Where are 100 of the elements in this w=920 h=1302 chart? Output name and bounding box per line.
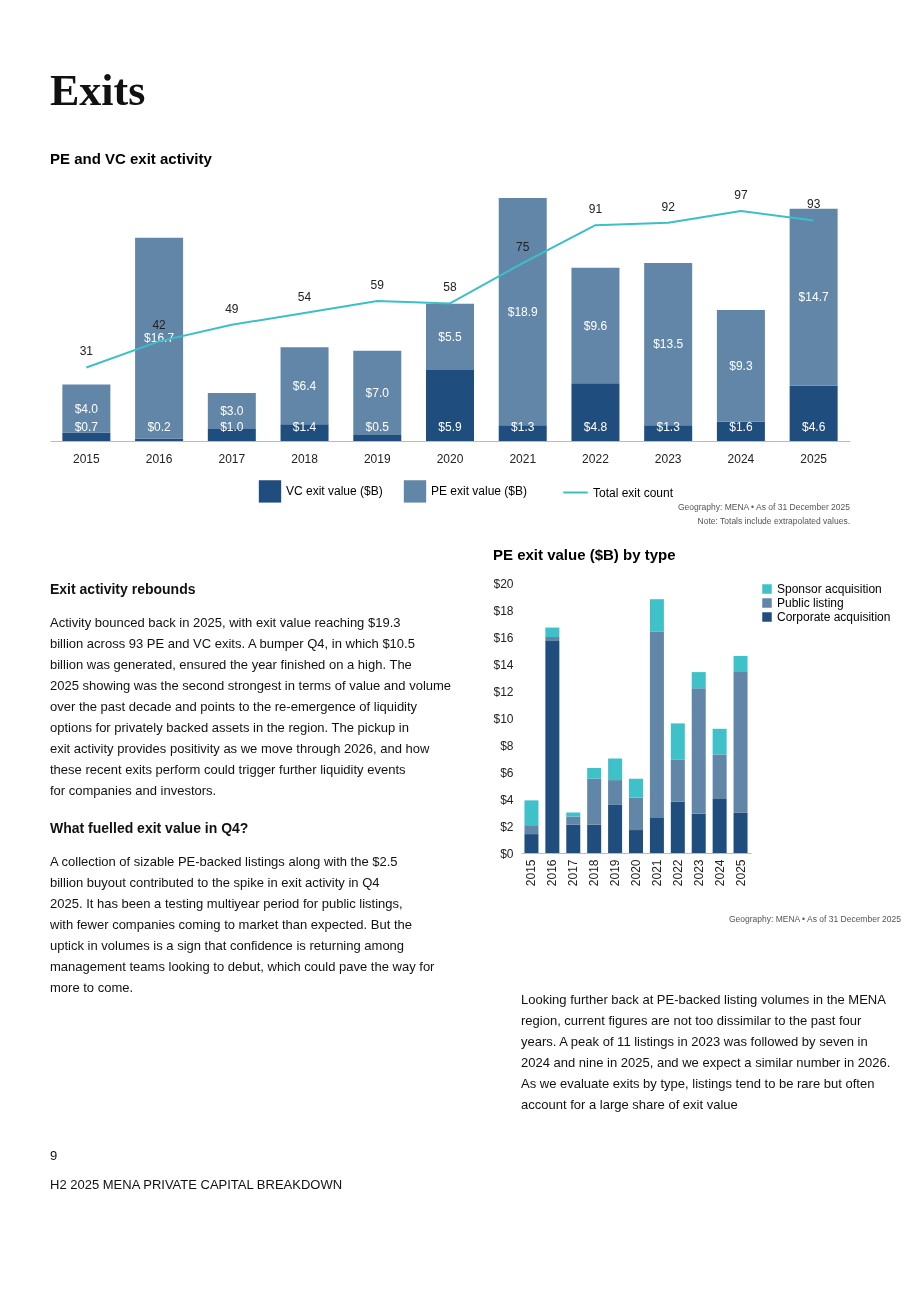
y-tick-label: $20 <box>493 576 514 591</box>
bar <box>691 672 706 689</box>
text: Note: Totals include extrapolated values. <box>697 516 850 526</box>
data-label: $0.5 <box>365 420 390 434</box>
bar <box>571 267 620 384</box>
bar <box>712 728 727 755</box>
text: Exits <box>50 66 146 115</box>
data-label: 92 <box>661 199 676 214</box>
x-tick-label: 2016 <box>545 859 560 887</box>
x-tick-label: 2022 <box>582 451 610 466</box>
data-label: $5.5 <box>438 329 462 344</box>
y-tick-label: $4 <box>500 792 514 807</box>
x-tick-label: 2024 <box>712 859 727 887</box>
data-label: $4.6 <box>801 420 826 434</box>
bar <box>566 812 581 817</box>
bar <box>62 384 111 433</box>
bar <box>649 631 664 818</box>
text: Geography: MENA • As of 31 December 2025 <box>728 914 902 924</box>
x-tick-label: 2025 <box>800 451 828 466</box>
data-label: 58 <box>443 280 457 295</box>
bar <box>733 655 748 673</box>
data-label: $1.4 <box>292 420 317 434</box>
data-label: $9.6 <box>583 318 608 333</box>
bar <box>135 237 184 439</box>
bar <box>629 797 643 831</box>
y-tick-label: $0 <box>500 846 514 861</box>
x-tick-label: 2015 <box>524 859 539 887</box>
data-label: 97 <box>734 187 748 202</box>
bar <box>353 350 402 435</box>
bar <box>587 767 602 779</box>
bar <box>649 817 664 853</box>
y-tick-label: $18 <box>493 603 514 618</box>
x-tick-label: 2021 <box>509 451 537 466</box>
chart-title: PE and VC exit activity <box>50 150 213 167</box>
text: H2 2025 MENA PRIVATE CAPITAL BREAKDOWN <box>50 1177 343 1192</box>
bar <box>566 824 581 853</box>
data-label: $0.7 <box>74 420 99 434</box>
text: Activity bounced back in 2025, with exit value reaching $19.3 billion across 93 PE and VC exits. A bumper Q4, in which $10.5 billion was generated, ensured the year finished on a high. The 2025 showing was the second strongest in terms of value and volume over the past decade and points to the re-emergence of liquidity options for privately backed assets in the region. The pickup in exit activity provides positivity as we move through 2026, and how these recent exits perform could trigger further liquidity events for companies and investors. <box>50 615 452 798</box>
text: Geography: MENA • As of 31 December 2025 <box>677 502 851 512</box>
bar <box>545 641 560 853</box>
bar <box>649 599 664 632</box>
data-label: $4.0 <box>74 401 99 416</box>
data-label: $3.0 <box>220 403 244 418</box>
x-tick-label: 2018 <box>587 859 602 887</box>
bar <box>353 434 402 441</box>
bar <box>545 637 560 642</box>
y-tick-label: $2 <box>500 819 514 834</box>
x-tick-label: 2022 <box>670 859 685 887</box>
x-tick-label: 2017 <box>218 451 246 466</box>
bar <box>426 370 474 441</box>
text: Looking further back at PE-backed listing volumes in the MENA region, current figures are not too dissimilar to the past four years. A peak of 11 listings in 2023 was followed by seven in 2024 and nine in 2025, and we expect a similar number in 2026. As we evaluate exits by type, listings tend to be rare but often account for a large share of exit value <box>521 992 891 1112</box>
bar <box>62 432 111 441</box>
bar <box>712 754 727 799</box>
data-label: $13.5 <box>653 337 684 352</box>
data-label: 93 <box>806 197 821 212</box>
legend-label: Sponsor acquisition <box>777 582 882 596</box>
x-tick-label: 2023 <box>691 859 706 887</box>
data-label: $14.7 <box>798 290 829 305</box>
x-tick-label: 2016 <box>145 451 173 466</box>
bar <box>629 778 643 798</box>
bar <box>566 816 581 825</box>
data-label: 75 <box>516 240 530 255</box>
bar <box>587 824 602 853</box>
bar <box>571 383 620 441</box>
bar <box>426 303 474 371</box>
bar <box>629 830 643 853</box>
y-tick-label: $8 <box>500 738 514 753</box>
legend-label: Total exit count <box>593 485 674 500</box>
bar <box>712 799 727 853</box>
legend-label: VC exit value ($B) <box>286 484 383 499</box>
y-tick-label: $14 <box>493 657 514 672</box>
bar <box>608 758 623 781</box>
x-tick-label: 2020 <box>436 451 464 466</box>
y-tick-label: $12 <box>493 684 514 699</box>
data-label: $1.3 <box>511 420 535 434</box>
x-tick-label: 2024 <box>727 451 755 466</box>
data-label: $5.9 <box>438 420 462 434</box>
bar <box>587 778 602 825</box>
bar <box>733 812 748 853</box>
bar <box>524 834 539 853</box>
data-label: $1.0 <box>220 420 244 434</box>
bar <box>670 801 685 853</box>
text: 9 <box>50 1148 58 1163</box>
data-label: $7.0 <box>365 385 390 400</box>
x-tick-label: 2021 <box>649 859 664 887</box>
x-tick-label: 2017 <box>566 859 581 887</box>
x-tick-label: 2018 <box>291 451 319 466</box>
bar <box>608 780 623 805</box>
y-tick-label: $6 <box>500 765 514 780</box>
data-label: 42 <box>152 318 167 333</box>
x-tick-label: 2019 <box>608 859 623 887</box>
text: What fuelled exit value in Q4? <box>50 820 249 836</box>
chart-title: PE exit value ($B) by type <box>492 546 676 563</box>
x-tick-label: 2015 <box>73 451 101 466</box>
data-label: 54 <box>297 289 312 304</box>
y-tick-label: $16 <box>493 630 514 645</box>
y-tick-label: $10 <box>493 711 514 726</box>
data-label: 49 <box>225 301 239 316</box>
bar <box>670 759 685 802</box>
bar <box>789 208 838 386</box>
